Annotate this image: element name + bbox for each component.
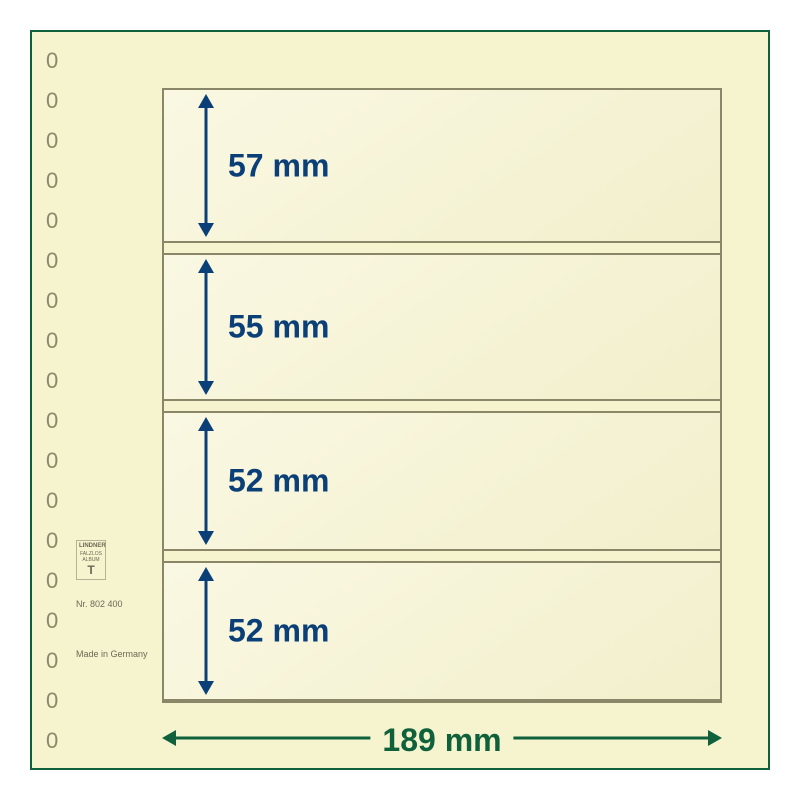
binding-hole: 0 — [46, 170, 59, 192]
strip-row: 55 mm — [164, 253, 720, 401]
strip-panel: 57 mm 55 mm 52 mm 52 mm — [162, 88, 722, 703]
strip-gap — [164, 243, 720, 253]
binding-hole: 0 — [46, 650, 59, 672]
height-arrow — [204, 567, 207, 695]
binding-hole: 0 — [46, 730, 59, 752]
binding-hole: 0 — [46, 370, 59, 392]
height-arrow — [204, 94, 207, 237]
height-label: 52 mm — [228, 613, 329, 650]
binding-hole: 0 — [46, 210, 59, 232]
binding-hole: 0 — [46, 530, 59, 552]
strip-gap — [164, 551, 720, 561]
height-label: 52 mm — [228, 463, 329, 500]
binding-hole: 0 — [46, 410, 59, 432]
height-arrow — [204, 417, 207, 545]
strip-row: 52 mm — [164, 561, 720, 701]
binding-hole: 0 — [46, 690, 59, 712]
binding-hole: 0 — [46, 290, 59, 312]
binding-hole: 0 — [46, 490, 59, 512]
binding-hole: 0 — [46, 610, 59, 632]
width-dimension-row: 189 mm — [162, 728, 722, 748]
binding-hole: 0 — [46, 250, 59, 272]
brand-badge: LINDNER FALZLOS ALBUM T — [76, 540, 106, 580]
made-in-label: Made in Germany — [76, 649, 148, 660]
binding-hole: 0 — [46, 130, 59, 152]
strip-gap — [164, 401, 720, 411]
binding-hole: 0 — [46, 50, 59, 72]
width-label: 189 mm — [370, 722, 513, 759]
binding-hole: 0 — [46, 450, 59, 472]
binding-holes: 0 0 0 0 0 0 0 0 0 0 0 0 0 0 0 0 0 0 — [46, 50, 59, 752]
strip-row: 52 mm — [164, 411, 720, 551]
height-label: 55 mm — [228, 309, 329, 346]
binding-hole: 0 — [46, 330, 59, 352]
height-arrow — [204, 259, 207, 395]
width-arrow: 189 mm — [162, 728, 722, 748]
strip-row: 57 mm — [164, 90, 720, 243]
album-page-card: 000000000000000000 57 mm55 mm52 mm52 mm … — [30, 30, 770, 770]
binding-hole: 0 — [46, 570, 59, 592]
catalog-number: Nr. 802 400 — [76, 599, 123, 610]
binding-hole: 0 — [46, 90, 59, 112]
height-label: 57 mm — [228, 147, 329, 184]
